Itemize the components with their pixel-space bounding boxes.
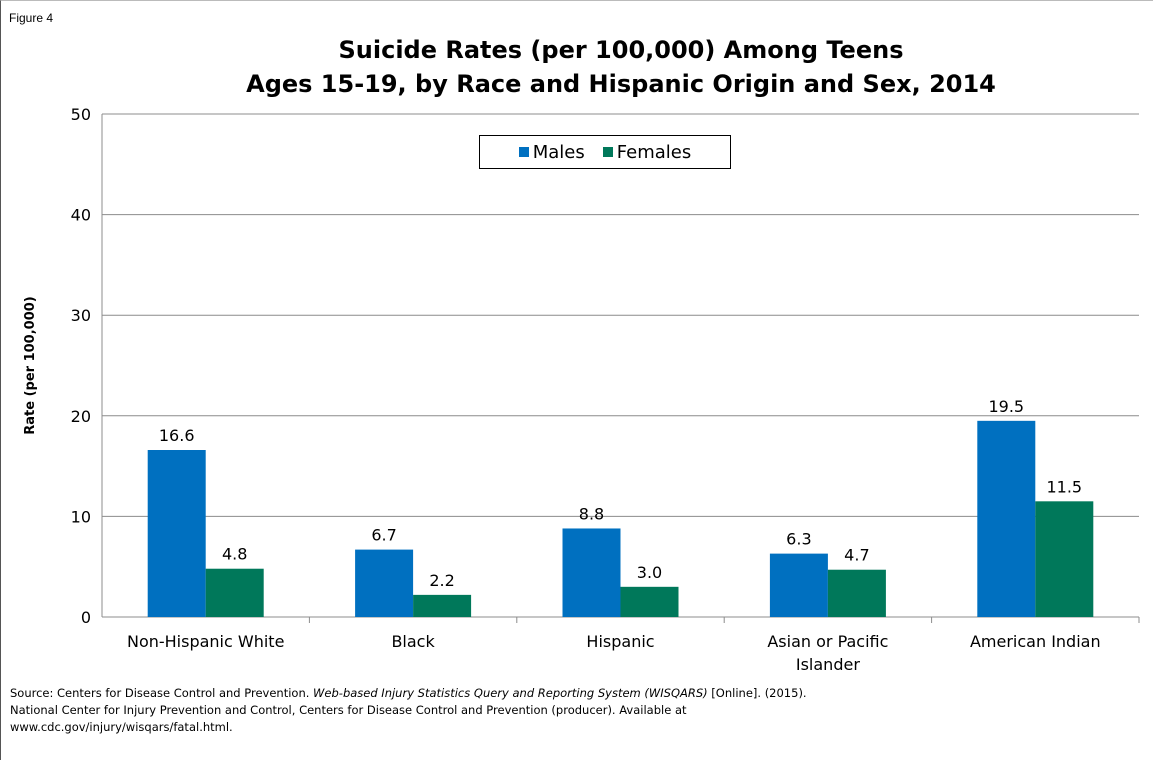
legend-item-females: Females [602,141,692,163]
bar-females [413,594,472,617]
x-category-label: Asian or Pacific [767,632,888,651]
data-label: 6.7 [371,526,396,545]
source-lead: Source: Centers for Disease Control and … [10,686,314,700]
bar-males [977,420,1036,617]
legend-swatch-males [518,147,529,157]
data-label: 2.2 [429,571,454,590]
figure-label: Figure 4 [9,11,54,25]
y-tick-label: 20 [71,407,91,426]
data-label: 4.7 [844,546,869,565]
bar-females [205,568,264,617]
bar-males [355,549,414,617]
legend-item-males: Males [518,141,585,163]
legend-label-females: Females [616,141,692,163]
bar-males [147,450,206,617]
y-tick-label: 30 [71,306,91,325]
chart-title-block: Suicide Rates (per 100,000) Among Teens … [101,33,1141,101]
y-axis-title: Rate (per 100,000) [23,296,38,435]
chart-legend: Males Females [479,135,731,169]
data-label: 6.3 [786,530,811,549]
bar-males [562,528,621,617]
data-label: 8.8 [579,504,604,523]
x-category-label: American Indian [970,632,1101,651]
data-label: 19.5 [988,397,1024,416]
legend-label-males: Males [532,141,585,163]
x-category-label: Islander [796,655,860,674]
bar-males [769,553,828,617]
data-label: 11.5 [1046,477,1082,496]
bar-females [827,569,886,617]
bar-chart: 0 10 20 30 40 50 Rate (per 100,000) 16.6 4.8 Non-… [23,105,1140,674]
y-tick-label: 10 [71,507,91,526]
y-tick-label: 50 [71,105,91,124]
y-tick-label: 0 [81,608,91,627]
x-category-label: Black [391,632,435,651]
bar-females [1035,501,1094,617]
x-category-label: Hispanic [586,632,654,651]
source-note: Source: Centers for Disease Control and … [10,685,850,736]
chart-title: Suicide Rates (per 100,000) Among Teens [338,36,904,64]
source-rest: [Online]. (2015). National Center for In… [10,686,807,734]
y-tick-label: 40 [71,206,91,225]
data-label: 4.8 [222,545,247,564]
x-category-label: Non-Hispanic White [127,632,284,651]
source-title: Web-based Injury Statistics Query and Re… [313,686,708,700]
data-label: 3.0 [637,563,662,582]
legend-swatch-females [602,147,613,157]
data-label: 16.6 [159,426,195,445]
chart-subtitle: Ages 15-19, by Race and Hispanic Origin … [246,70,996,98]
bar-females [620,586,679,617]
